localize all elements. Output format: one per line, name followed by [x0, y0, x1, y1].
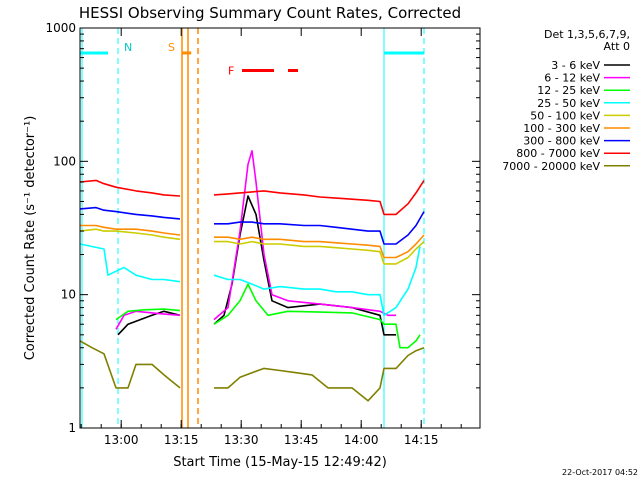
- legend-header-line2: Att 0: [604, 40, 630, 53]
- legend-entry-label: 300 - 800 keV: [523, 135, 600, 148]
- chart-title: HESSI Observing Summary Count Rates, Cor…: [79, 4, 461, 22]
- x-tick-label: 13:15: [164, 433, 199, 447]
- series-line-1: [115, 150, 396, 330]
- x-tick-label: 14:15: [404, 433, 439, 447]
- series-line-5: [80, 224, 425, 259]
- footer-date: 22-Oct-2017 04:52: [562, 468, 638, 477]
- legend-entry-label: 3 - 6 keV: [551, 59, 600, 72]
- legend-entry-label: 6 - 12 keV: [544, 72, 600, 85]
- legend-entry-label: 800 - 7000 keV: [516, 147, 600, 160]
- y-tick-label: 100: [53, 154, 76, 168]
- y-tick-label: 1: [68, 421, 76, 435]
- legend-entry-label: 25 - 50 keV: [537, 97, 600, 110]
- legend-header-line1: Det 1,3,5,6,7,9,: [544, 28, 630, 41]
- x-tick-label: 13:30: [224, 433, 259, 447]
- series-line-3: [79, 243, 421, 317]
- series-line-7: [79, 179, 425, 216]
- y-tick-label: 1000: [45, 21, 76, 35]
- legend-entry-label: 12 - 25 keV: [537, 84, 600, 97]
- series-line-2: [115, 283, 421, 349]
- legend-entry-label: 100 - 300 keV: [523, 122, 600, 135]
- legend-entry-label: 50 - 100 keV: [530, 109, 600, 122]
- saa-label: S: [168, 41, 175, 54]
- x-tick-label: 13:00: [104, 433, 139, 447]
- x-tick-label: 14:00: [344, 433, 379, 447]
- series-line-6: [79, 206, 425, 245]
- y-tick-label: 10: [61, 288, 76, 302]
- x-tick-label: 13:45: [284, 433, 319, 447]
- legend-entry-label: 7000 - 20000 keV: [502, 160, 600, 173]
- plot-frame: [79, 27, 481, 429]
- x-axis-label: Start Time (15-May-15 12:49:42): [173, 455, 387, 470]
- night-label: N: [124, 41, 132, 54]
- plot-area: N S F 13:00 13:15 13:30 13:45 14:00 14:15 1 10 100 1…: [45, 21, 481, 447]
- flare-label: F: [228, 65, 234, 78]
- y-axis-label: Corrected Count Rate (s⁻¹ detector⁻¹): [23, 116, 38, 361]
- series-line-8: [79, 340, 425, 402]
- series-line-4: [79, 228, 425, 265]
